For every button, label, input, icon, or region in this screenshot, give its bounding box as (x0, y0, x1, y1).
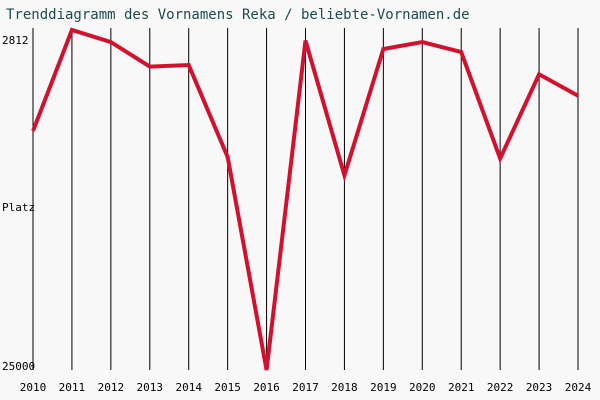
x-tick-label: 2017 (292, 381, 319, 394)
x-tick-label: 2022 (487, 381, 514, 394)
x-tick-label: 2018 (331, 381, 358, 394)
x-tick-label: 2023 (526, 381, 553, 394)
x-tick-label: 2012 (98, 381, 125, 394)
x-tick-label: 2019 (370, 381, 397, 394)
y-tick-label: 2812 (2, 34, 29, 47)
x-tick-label: 2020 (409, 381, 436, 394)
x-tick-label: 2021 (448, 381, 475, 394)
y-axis-label: Platz (2, 201, 35, 214)
y-tick-label: 25000 (2, 360, 35, 373)
x-tick-label: 2015 (214, 381, 241, 394)
x-tick-label: 2013 (137, 381, 164, 394)
x-tick-label: 2024 (565, 381, 592, 394)
x-tick-label: 2014 (175, 381, 202, 394)
chart-title: Trenddiagramm des Vornamens Reka / belie… (6, 7, 470, 23)
x-tick-label: 2016 (253, 381, 280, 394)
data-line (31, 27, 579, 371)
x-tick-label: 2011 (59, 381, 86, 394)
x-tick-label: 2010 (20, 381, 47, 394)
